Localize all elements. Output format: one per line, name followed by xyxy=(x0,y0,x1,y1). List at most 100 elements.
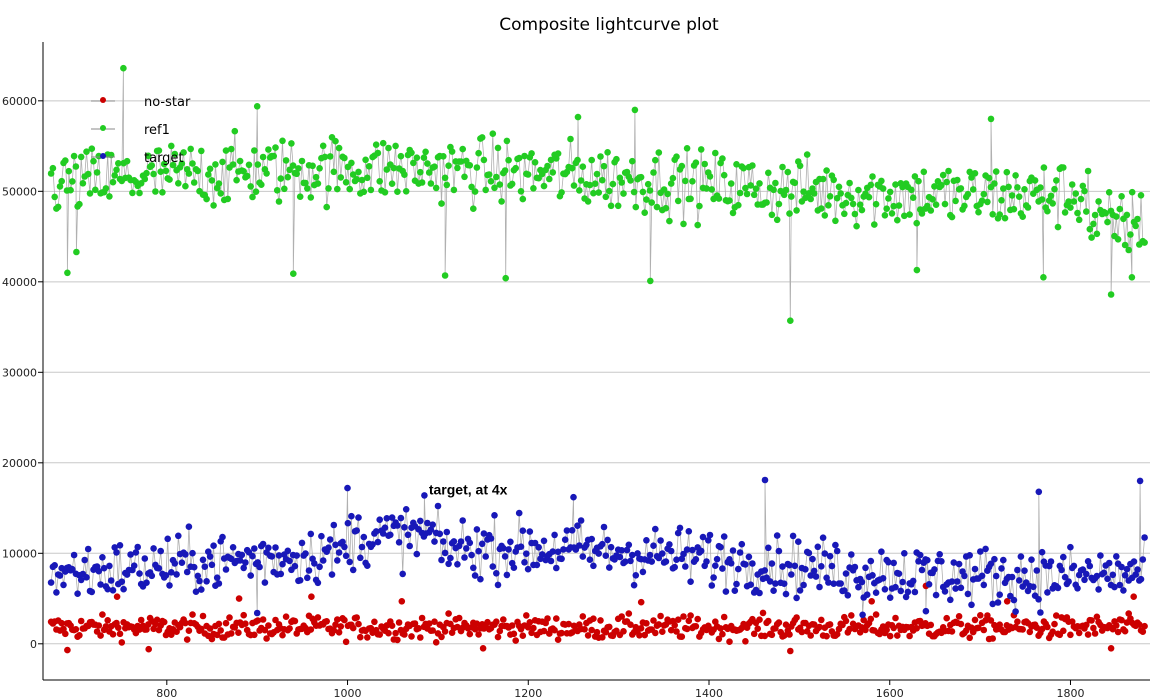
data-point-ref1 xyxy=(401,171,408,178)
data-point-ref1 xyxy=(1075,216,1083,224)
data-point-ref1 xyxy=(593,170,601,178)
data-point-ref1 xyxy=(73,248,80,256)
data-point-ref1 xyxy=(547,156,555,164)
data-point-target xyxy=(404,531,412,539)
data-point-no-star xyxy=(291,617,299,625)
data-point-no-star xyxy=(242,620,249,627)
data-point-ref1 xyxy=(915,177,922,185)
data-point-target xyxy=(175,532,182,540)
data-point-target xyxy=(192,588,200,595)
data-point-ref1 xyxy=(468,183,475,191)
data-point-ref1 xyxy=(1121,241,1129,249)
data-point-no-star xyxy=(466,630,474,638)
data-point-ref1 xyxy=(1031,177,1039,184)
data-point-no-star xyxy=(782,621,790,628)
data-point-ref1 xyxy=(123,157,131,165)
data-point-ref1 xyxy=(987,115,995,123)
data-point-ref1 xyxy=(1123,211,1131,219)
data-point-no-star xyxy=(1003,598,1011,605)
data-point-ref1 xyxy=(413,154,421,161)
data-point-target xyxy=(1139,556,1147,563)
x-tick-label: 1200 xyxy=(514,687,542,700)
data-point-target xyxy=(100,564,108,572)
data-point-ref1 xyxy=(392,142,399,150)
data-point-ref1 xyxy=(503,137,511,145)
data-point-target xyxy=(1086,562,1094,570)
data-point-ref1 xyxy=(1021,186,1028,193)
data-point-ref1 xyxy=(765,169,772,177)
data-point-target xyxy=(1100,569,1108,577)
data-point-target xyxy=(667,547,675,555)
data-point-ref1 xyxy=(203,195,210,203)
data-point-target xyxy=(369,541,376,548)
data-point-ref1 xyxy=(890,202,897,210)
data-point-no-star xyxy=(526,619,534,626)
data-point-target xyxy=(394,522,401,529)
data-point-target xyxy=(886,594,894,601)
data-point-target xyxy=(1044,589,1051,596)
data-point-no-star xyxy=(471,625,479,633)
data-point-ref1 xyxy=(913,219,920,227)
data-point-target xyxy=(521,559,528,566)
data-point-ref1 xyxy=(528,150,535,157)
data-point-ref1 xyxy=(727,180,735,187)
data-point-ref1 xyxy=(198,147,205,155)
data-point-target xyxy=(143,579,150,586)
data-point-ref1 xyxy=(390,164,398,172)
data-point-target xyxy=(602,552,610,559)
data-point-target xyxy=(427,526,435,533)
data-point-target xyxy=(673,556,680,563)
data-point-no-star xyxy=(330,627,338,634)
data-point-ref1 xyxy=(1127,231,1134,238)
data-point-ref1 xyxy=(402,188,410,195)
data-point-ref1 xyxy=(1015,193,1023,200)
data-point-ref1 xyxy=(911,173,919,180)
data-point-ref1 xyxy=(607,202,615,210)
data-point-no-star xyxy=(272,616,279,624)
data-point-ref1 xyxy=(208,177,216,184)
data-point-ref1 xyxy=(372,141,380,148)
data-point-target xyxy=(360,533,368,541)
data-point-target xyxy=(341,543,348,551)
data-point-no-star xyxy=(906,632,913,640)
data-point-ref1 xyxy=(67,186,74,194)
annotation-label: target, at 4x xyxy=(429,481,508,497)
data-point-ref1 xyxy=(975,208,982,216)
data-point-ref1 xyxy=(150,170,157,178)
data-point-target xyxy=(1141,534,1148,541)
data-point-ref1 xyxy=(1118,193,1125,200)
data-point-target xyxy=(697,547,705,555)
data-point-no-star xyxy=(314,614,322,621)
data-point-target xyxy=(558,555,565,563)
data-point-ref1 xyxy=(823,167,830,174)
data-point-target xyxy=(779,563,786,570)
data-point-ref1 xyxy=(496,181,504,188)
data-point-no-star xyxy=(189,611,196,618)
data-point-ref1 xyxy=(846,179,853,187)
data-point-target xyxy=(1118,563,1125,571)
data-point-target xyxy=(885,558,892,566)
data-point-no-star xyxy=(807,632,814,639)
data-point-ref1 xyxy=(909,194,917,201)
data-point-target xyxy=(916,551,924,559)
data-point-no-star xyxy=(1141,622,1148,630)
data-point-no-star xyxy=(1026,628,1034,636)
data-point-ref1 xyxy=(918,210,926,217)
data-point-target xyxy=(1095,586,1102,593)
data-point-ref1 xyxy=(106,193,113,200)
data-point-ref1 xyxy=(763,199,770,206)
data-point-ref1 xyxy=(791,179,799,187)
data-point-ref1 xyxy=(152,188,159,195)
data-point-ref1 xyxy=(931,183,938,190)
data-point-ref1 xyxy=(1070,198,1078,205)
data-point-no-star xyxy=(588,626,595,634)
data-point-ref1 xyxy=(627,177,634,184)
data-point-target xyxy=(97,581,104,588)
data-point-ref1 xyxy=(549,169,557,176)
data-point-ref1 xyxy=(682,177,689,185)
data-point-target xyxy=(342,552,350,560)
data-point-ref1 xyxy=(584,198,592,205)
data-point-ref1 xyxy=(498,198,505,205)
data-point-ref1 xyxy=(920,168,928,176)
data-point-no-star xyxy=(198,625,205,633)
